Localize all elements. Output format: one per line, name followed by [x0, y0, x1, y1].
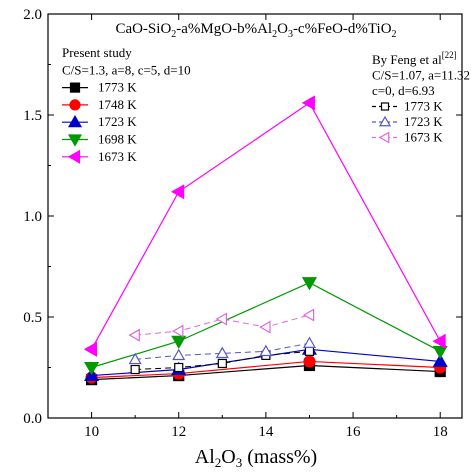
legend-label: 1698 K — [98, 132, 137, 147]
legend-item: 1773 K — [62, 80, 137, 95]
legend-label: 1773 K — [404, 99, 443, 114]
legend-item: 1748 K — [62, 97, 137, 112]
chart-title: CaO-SiO2​-a%MgO-b%Al2​O3​-c%FeO-d%TiO2​ — [115, 21, 396, 40]
series-line — [135, 342, 310, 360]
x-tick-label: 16 — [346, 424, 362, 440]
data-point — [259, 344, 273, 357]
data-point — [432, 353, 448, 367]
x-tick-label: 14 — [258, 424, 274, 440]
x-tick-label: 12 — [171, 424, 186, 440]
series-line — [91, 102, 441, 350]
legend-label: 1748 K — [98, 97, 137, 112]
data-point — [302, 336, 317, 348]
data-point — [171, 335, 187, 349]
x-axis-label: Al2​O3​ (mass%) — [195, 446, 317, 470]
data-point — [130, 364, 140, 375]
legend-title: C/S=1.3, a=8, c=5, d=10 — [62, 62, 191, 77]
x-tick-label: 18 — [433, 424, 448, 440]
data-point — [301, 95, 315, 111]
y-tick-label: 1.5 — [23, 108, 42, 124]
legend-marker — [69, 82, 81, 93]
legend-label: 1723 K — [404, 114, 443, 129]
legend-marker — [378, 131, 390, 144]
data-point — [128, 328, 140, 342]
data-point — [128, 352, 142, 365]
legend-label: 1673 K — [98, 149, 137, 164]
data-point — [432, 345, 448, 360]
legend-present-study: Present study C/S=1.3, a=8, c=5, d=10 1773… — [62, 45, 191, 164]
legend-marker — [67, 149, 81, 164]
legend-feng: By Feng et al[22]C/S=1.07, a=11.32c=0, d… — [372, 50, 470, 145]
data-point — [302, 308, 315, 322]
legend-label: 1723 K — [98, 114, 137, 129]
legend-marker — [380, 102, 390, 111]
legend-marker — [67, 134, 83, 147]
legend-label: 1773 K — [98, 80, 137, 95]
data-point — [215, 346, 229, 359]
data-point — [172, 348, 186, 361]
x-axis: 10 12 14 16 18 — [47, 14, 448, 440]
data-point — [171, 184, 185, 200]
data-point — [83, 341, 98, 357]
legend-title: C/S=1.07, a=11.32 — [372, 68, 470, 83]
legend-item: 1698 K — [62, 132, 137, 147]
legend-marker — [378, 115, 392, 127]
data-point — [303, 355, 316, 368]
legend-title: c=0, d=6.93 — [372, 83, 435, 98]
legend-title: By Feng et al[22] — [372, 50, 457, 67]
y-tick-label: 2.0 — [23, 7, 42, 23]
data-point — [432, 333, 446, 349]
legend-item: 1673 K — [372, 130, 443, 145]
series-4 — [83, 95, 446, 357]
y-tick-label: 0.5 — [23, 310, 42, 326]
y-tick-label: 0.0 — [23, 411, 42, 427]
data-point — [301, 277, 318, 291]
legend-label: 1673 K — [404, 130, 443, 145]
series-line — [91, 360, 441, 379]
data-point — [215, 312, 228, 326]
legend-title: Present study — [62, 45, 132, 60]
y-axis: 0.0 0.5 1.0 1.5 2.0 — [23, 7, 462, 427]
data-point — [84, 362, 100, 376]
legend-marker — [69, 99, 81, 111]
data-point — [259, 320, 271, 334]
x-tick-label: 10 — [84, 424, 99, 440]
legend-item: 1773 K — [372, 99, 443, 114]
legend-item: 1673 K — [62, 149, 137, 164]
legend-marker — [67, 114, 83, 128]
series-7 — [128, 308, 315, 342]
data-point — [304, 346, 315, 356]
legend-item: 1723 K — [62, 114, 137, 129]
series-line — [91, 364, 441, 381]
series-layer — [83, 95, 448, 386]
data-point — [172, 324, 184, 338]
data-point — [174, 362, 184, 373]
series-6 — [128, 336, 317, 365]
legend-item: 1723 K — [372, 114, 443, 129]
data-point — [217, 358, 227, 369]
y-tick-label: 1.0 — [23, 209, 42, 225]
